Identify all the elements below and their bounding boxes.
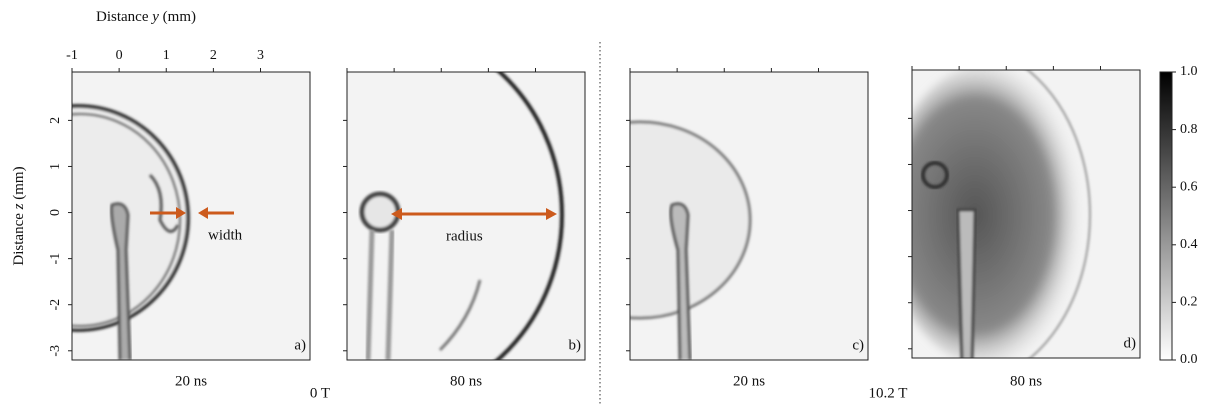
- panel-frame: [346, 71, 586, 361]
- field-label: 0 T: [310, 385, 330, 401]
- annotation: width: [208, 227, 243, 243]
- x-tick-label: 3: [257, 48, 264, 63]
- colorbar-tick-label: 1.0: [1180, 64, 1198, 79]
- panel-frame: [629, 71, 869, 361]
- colorbar-tick-label: 0.2: [1180, 295, 1198, 310]
- panel-time: 80 ns: [450, 373, 482, 389]
- x-tick-label: 2: [210, 48, 217, 63]
- y-tick-label: -3: [48, 345, 63, 357]
- image-a: [72, 72, 310, 360]
- colorbar-tick-label: 0.8: [1180, 122, 1198, 137]
- y-tick-label: 2: [48, 117, 63, 124]
- image-c: [630, 72, 868, 360]
- field-label: 10.2 T: [869, 385, 908, 401]
- y-tick-label: -1: [48, 253, 63, 265]
- y-tick-label: 1: [48, 163, 63, 170]
- panel-time: 20 ns: [733, 373, 765, 389]
- y-tick-label: -2: [48, 299, 63, 311]
- x-tick-label: 0: [116, 48, 123, 63]
- panel-label: c): [852, 337, 864, 353]
- colorbar-tick-label: 0.0: [1180, 352, 1198, 367]
- y-tick-label: 0: [48, 209, 63, 216]
- panel-frame: [911, 69, 1141, 359]
- panel-time: 80 ns: [1010, 373, 1042, 389]
- arrows: [150, 207, 557, 220]
- panel-frame: [71, 71, 311, 361]
- colorbar: [1159, 71, 1173, 361]
- x-tick-label: -1: [66, 48, 78, 63]
- colorbar-tick-label: 0.4: [1180, 237, 1198, 252]
- colorbar-tick-label: 0.6: [1180, 179, 1198, 194]
- panel-label: a): [294, 337, 306, 353]
- y-axis-label: Distance z (mm): [11, 166, 27, 265]
- panel-time: 20 ns: [175, 373, 207, 389]
- x-axis-label: Distance y (mm): [96, 9, 196, 25]
- panel-label: d): [1124, 335, 1137, 351]
- image-d: [912, 70, 1140, 358]
- annotation: radius: [446, 228, 483, 244]
- x-tick-label: 1: [163, 48, 170, 63]
- panel-label: b): [569, 337, 582, 353]
- image-b: [347, 72, 585, 360]
